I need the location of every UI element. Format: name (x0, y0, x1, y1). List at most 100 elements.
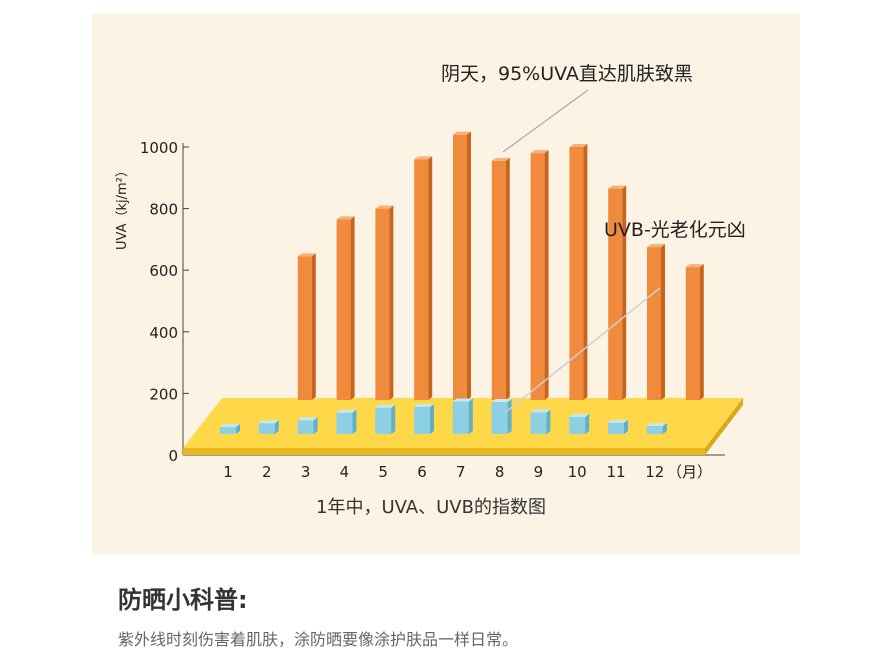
uvb-bar-side (274, 420, 279, 434)
uva-bar (297, 256, 312, 400)
uvb-bar-side (430, 404, 434, 434)
uva-bar-top (414, 156, 433, 160)
uvb-bar-top (452, 398, 473, 402)
chart-panel (92, 14, 800, 554)
uvb-bar-side (468, 398, 473, 434)
annotation-uvb: UVB-光老化元凶 (604, 219, 746, 241)
uvb-bar-top (569, 414, 590, 417)
uvb-bar (530, 412, 547, 434)
uva-bar-top (297, 253, 316, 257)
uvb-bar-top (258, 420, 279, 424)
uva-bar-top (375, 205, 394, 209)
uva-bar-top (647, 244, 665, 248)
uva-bar-side (544, 150, 549, 400)
uvb-bar-top (414, 404, 434, 407)
uva-bar (375, 208, 390, 400)
uva-bar (491, 160, 506, 400)
y-tick-label: 0 (168, 447, 178, 465)
uvb-bar (491, 402, 508, 434)
x-tick-label: 11 (606, 463, 625, 481)
uva-bar (608, 188, 623, 400)
uva-bar-side (622, 185, 627, 400)
uvb-bar-side (352, 409, 357, 434)
uvb-bar-side (391, 404, 396, 434)
section-title: 防晒小科普: (118, 586, 248, 614)
uvb-bar (608, 422, 624, 434)
uva-bar (453, 134, 467, 400)
uva-bar-side (583, 144, 588, 400)
uvb-bar-side (624, 419, 628, 434)
x-tick-label: 2 (262, 463, 272, 481)
uvb-bar-top (646, 423, 667, 426)
uva-bar-top (569, 144, 588, 147)
platform-front (183, 448, 705, 455)
uvb-bar-side (546, 409, 551, 434)
y-tick-label: 600 (149, 262, 178, 280)
uvb-bar-top (530, 409, 551, 413)
y-tick-label: 400 (149, 324, 178, 342)
uva-bar-top (336, 216, 355, 220)
uvb-bar (258, 423, 275, 434)
uva-bar-top (685, 264, 704, 268)
uva-bar-side (311, 253, 316, 400)
uvb-bar-side (585, 414, 590, 434)
uvb-bar-top (608, 419, 628, 423)
x-tick-label: 8 (495, 463, 505, 481)
uva-bar (414, 159, 429, 400)
uvb-bar (569, 417, 586, 434)
chart-caption: 1年中，UVA、UVB的指数图 (316, 497, 546, 518)
x-tick-label: 12 (645, 463, 664, 481)
uvb-bar-top (491, 399, 512, 402)
uvb-bar-side (662, 423, 667, 434)
uva-bar-side (467, 131, 471, 400)
y-tick-label: 800 (149, 201, 178, 219)
x-tick-label: 5 (378, 463, 388, 481)
annotation-uva: 阴天，95%UVA直达肌肤致黑 (441, 63, 693, 85)
uvb-bar-side (313, 417, 318, 434)
uva-bar-side (350, 216, 355, 400)
uvb-bar (375, 407, 392, 434)
uva-bar-side (505, 157, 510, 400)
x-tick-label: 3 (301, 463, 311, 481)
uvb-bar (452, 401, 469, 434)
x-tick-label: 4 (340, 463, 350, 481)
uva-bar-side (661, 244, 665, 400)
uva-bar (530, 153, 545, 400)
uvb-bar-side (236, 424, 240, 434)
uvb-bar (297, 420, 314, 434)
uva-bar-top (453, 131, 471, 135)
y-tick-label: 1000 (140, 139, 178, 157)
x-tick-label: 7 (456, 463, 466, 481)
uva-bar-side (389, 205, 394, 400)
uvb-bar (646, 426, 663, 434)
x-tick-label: 6 (417, 463, 427, 481)
uva-bar (569, 147, 584, 400)
y-tick-label: 200 (149, 385, 178, 403)
annotation-uva-leader (502, 89, 589, 153)
platform-side (705, 398, 743, 455)
x-axis-unit: （月） (667, 463, 712, 481)
uva-bar-top (608, 185, 627, 189)
uva-bar-side (699, 264, 704, 400)
uva-bar-side (428, 156, 433, 400)
uva-bar (685, 267, 700, 400)
uvb-bar-top (297, 417, 318, 421)
x-tick-label: 1 (223, 463, 233, 481)
uva-bar-top (491, 157, 510, 161)
annotation-uvb-leader (505, 287, 661, 413)
uvb-bar (336, 412, 353, 434)
uvb-bar (220, 427, 236, 434)
uva-bar-top (530, 150, 549, 154)
y-axis-label: UVA（kj/m²） (115, 164, 130, 250)
x-tick-label: 9 (534, 463, 544, 481)
x-tick-label: 10 (568, 463, 587, 481)
uvb-bar-top (375, 404, 396, 408)
section-body: 紫外线时刻伤害着肌肤，涂防晒要像涂护肤品一样日常。 (118, 630, 519, 649)
uvb-bar-side (507, 399, 512, 434)
uvb-bar-top (220, 424, 240, 427)
uvb-bar (414, 407, 430, 434)
uvb-bar-top (336, 409, 357, 413)
uva-bar (647, 247, 661, 400)
uva-bar (336, 219, 351, 400)
